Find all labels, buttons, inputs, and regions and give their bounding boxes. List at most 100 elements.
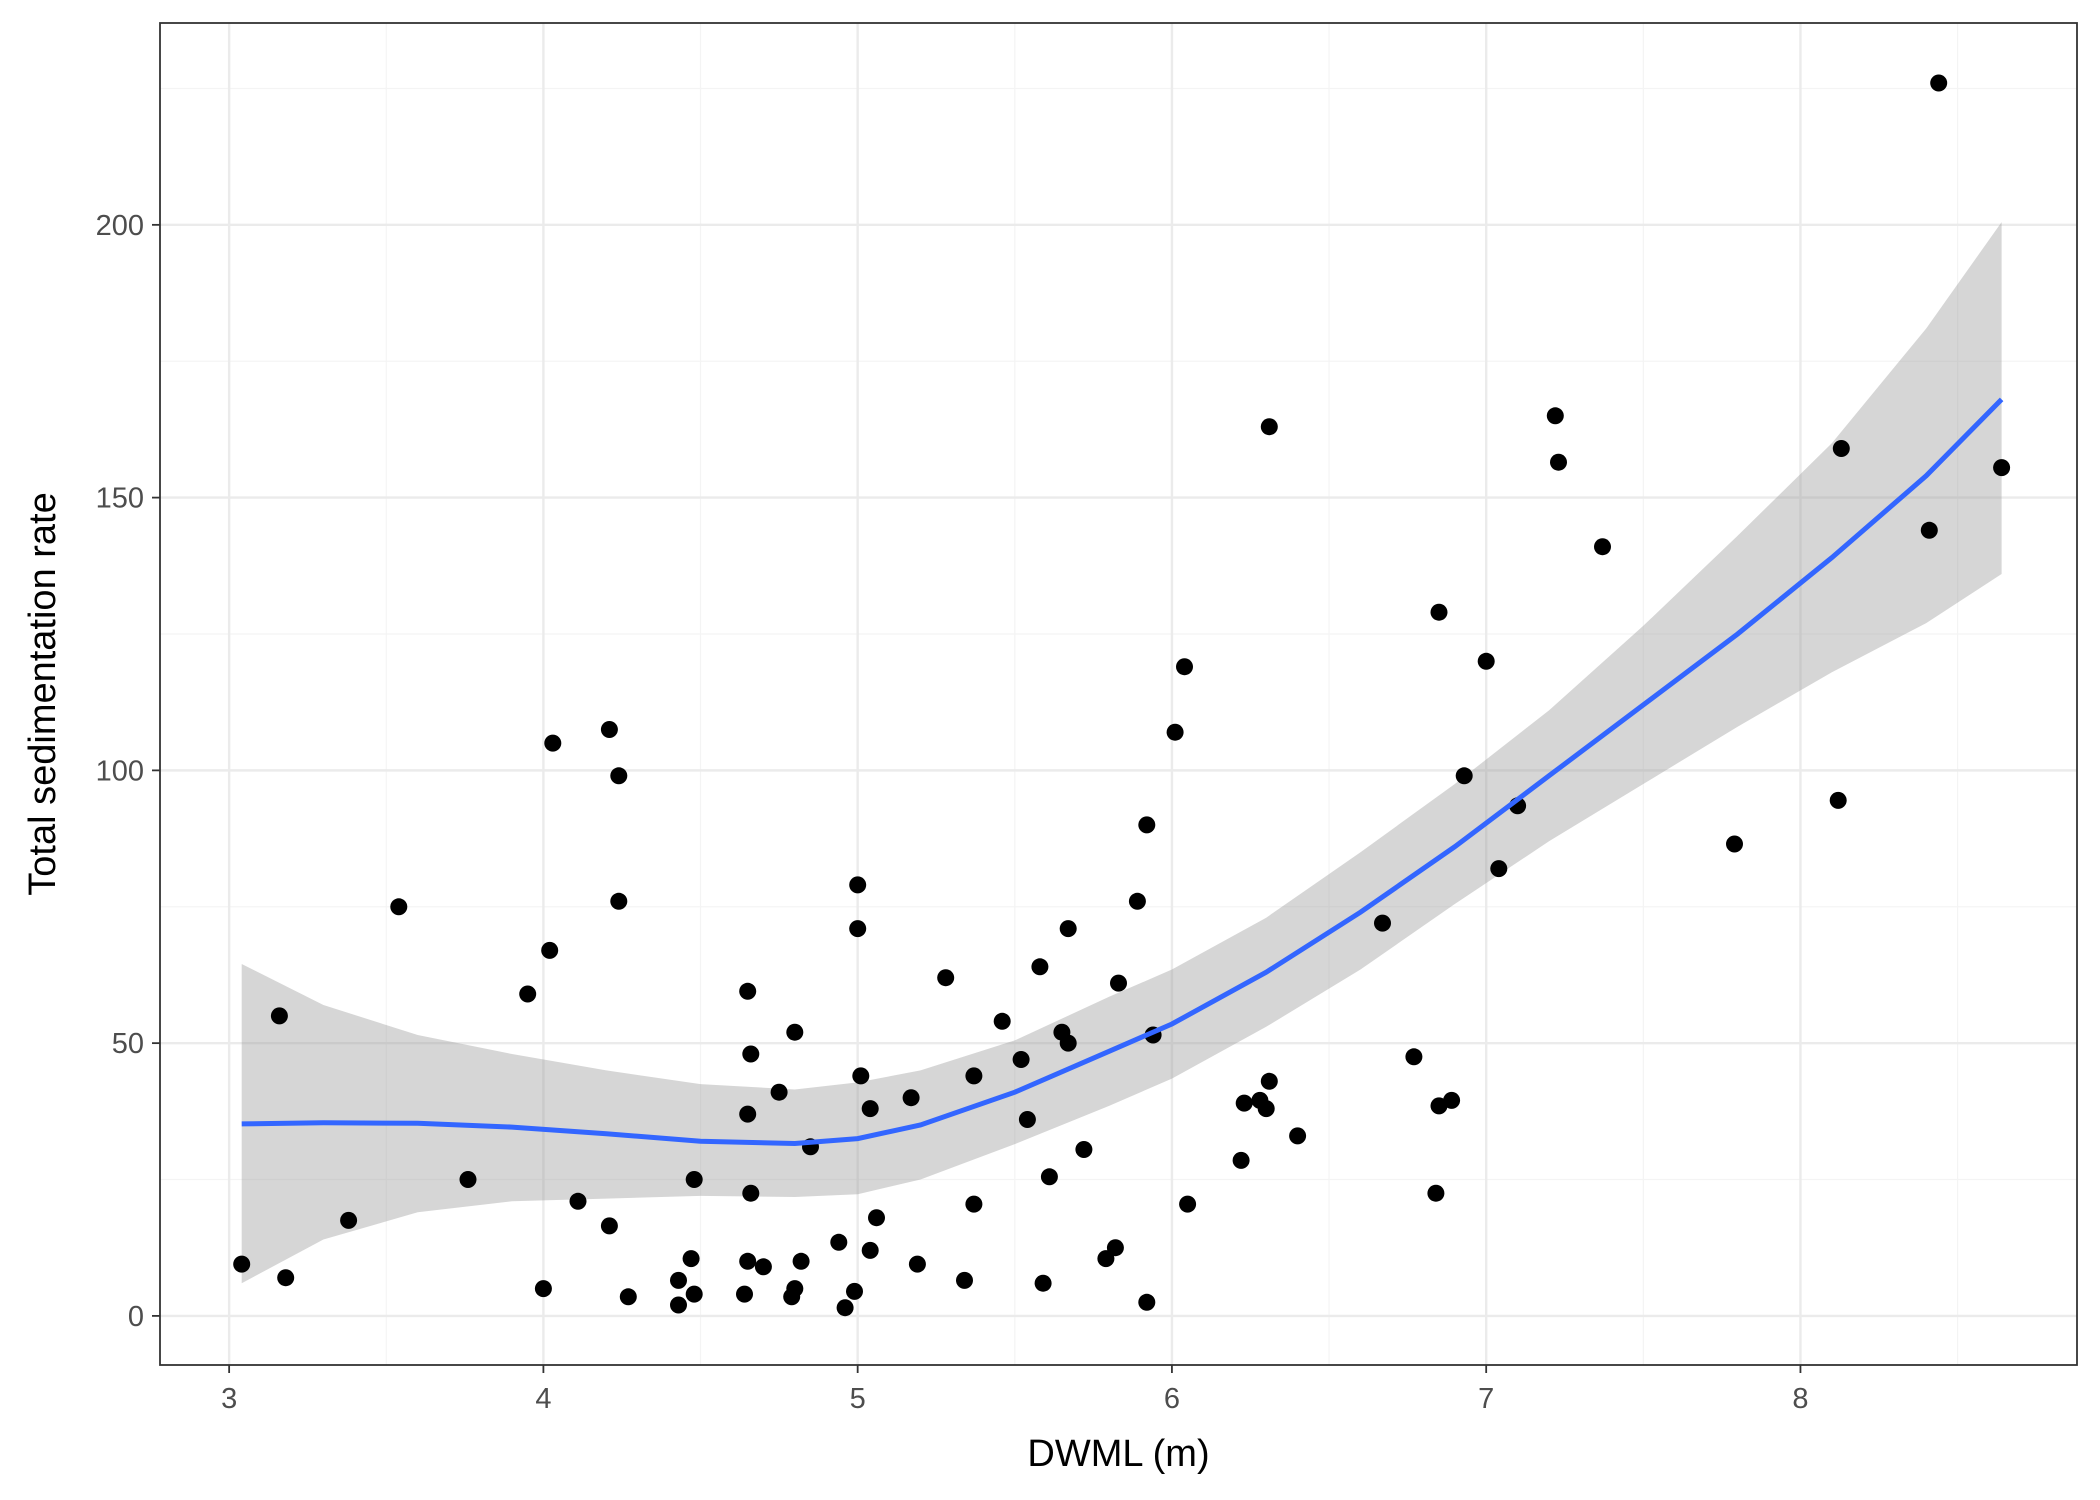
y-tick-label-0: 0 — [128, 1301, 144, 1333]
data-point-21 — [736, 1285, 753, 1303]
data-point-56 — [1059, 920, 1077, 938]
data-point-14 — [610, 892, 628, 910]
data-point-28 — [770, 1083, 788, 1101]
data-point-58 — [1075, 1141, 1093, 1158]
data-point-80 — [1430, 603, 1448, 621]
data-point-57 — [1059, 1034, 1077, 1052]
data-point-67 — [1176, 658, 1193, 676]
data-point-23 — [739, 1105, 757, 1123]
data-point-90 — [1829, 791, 1847, 809]
x-tick-label-1: 4 — [535, 1383, 551, 1415]
data-point-2 — [277, 1269, 295, 1287]
data-point-82 — [1455, 767, 1473, 785]
data-point-62 — [1128, 892, 1146, 910]
x-axis-title: DWML (m) — [1027, 1433, 1209, 1475]
data-point-61 — [1110, 974, 1127, 992]
y-axis-title: Total sedimentation rate — [22, 492, 64, 895]
data-point-13 — [610, 767, 628, 785]
data-point-0 — [233, 1255, 251, 1273]
data-point-81 — [1443, 1091, 1461, 1109]
data-point-89 — [1726, 835, 1743, 853]
data-point-30 — [786, 1280, 804, 1298]
data-point-49 — [993, 1012, 1011, 1030]
data-point-34 — [830, 1233, 848, 1251]
data-point-36 — [846, 1282, 863, 1300]
x-tick-label-4: 7 — [1478, 1383, 1494, 1415]
data-point-22 — [739, 982, 757, 1000]
data-point-38 — [849, 920, 867, 938]
data-point-16 — [670, 1296, 687, 1314]
data-point-46 — [956, 1271, 973, 1289]
data-point-92 — [1920, 521, 1938, 539]
panel-border — [159, 22, 2078, 1366]
data-point-42 — [868, 1209, 885, 1227]
data-point-53 — [1034, 1274, 1052, 1292]
data-point-52 — [1031, 958, 1049, 976]
data-point-9 — [544, 734, 562, 752]
data-point-18 — [682, 1250, 700, 1268]
data-point-7 — [534, 1280, 552, 1298]
data-point-76 — [1374, 914, 1391, 932]
data-point-31 — [786, 1023, 804, 1041]
data-point-10 — [569, 1192, 587, 1210]
data-points — [233, 74, 2011, 1317]
data-point-93 — [1930, 74, 1948, 92]
data-point-64 — [1138, 1293, 1156, 1311]
data-point-25 — [742, 1045, 760, 1063]
data-point-8 — [541, 941, 559, 959]
data-point-3 — [340, 1211, 358, 1229]
data-point-54 — [1040, 1168, 1058, 1186]
data-point-41 — [861, 1100, 879, 1118]
data-point-70 — [1235, 1094, 1253, 1112]
data-point-6 — [519, 985, 537, 1003]
data-point-91 — [1832, 440, 1850, 457]
data-point-63 — [1138, 816, 1156, 834]
x-axis: 3 4 5 6 7 8 — [221, 1365, 1809, 1415]
data-point-74 — [1260, 418, 1278, 436]
y-tick-label-1: 50 — [112, 1028, 144, 1060]
data-point-86 — [1546, 407, 1564, 425]
data-point-1 — [270, 1007, 288, 1025]
data-point-48 — [965, 1067, 983, 1085]
data-point-26 — [742, 1184, 760, 1202]
data-point-40 — [861, 1241, 879, 1259]
data-point-72 — [1257, 1100, 1275, 1118]
smooth-line — [241, 397, 2004, 1147]
y-tick-label-2: 100 — [96, 755, 144, 787]
grid-major — [160, 23, 2077, 1365]
x-tick-label-5: 8 — [1792, 1383, 1808, 1415]
data-point-75 — [1289, 1127, 1307, 1145]
y-axis: 0 50 100 150 200 — [96, 210, 160, 1333]
grid-minor — [160, 23, 2077, 1365]
x-tick-label-3: 6 — [1164, 1383, 1180, 1415]
data-point-60 — [1106, 1239, 1124, 1257]
data-point-69 — [1232, 1151, 1250, 1169]
data-point-77 — [1405, 1048, 1423, 1066]
data-point-88 — [1594, 538, 1611, 556]
data-point-43 — [902, 1089, 920, 1107]
data-point-37 — [849, 876, 867, 894]
data-point-19 — [685, 1285, 703, 1303]
data-point-11 — [600, 1217, 618, 1235]
data-point-27 — [754, 1258, 772, 1276]
data-point-32 — [792, 1252, 810, 1270]
data-point-15 — [619, 1288, 637, 1306]
data-point-39 — [852, 1067, 870, 1085]
data-point-73 — [1260, 1072, 1278, 1090]
data-point-94 — [1993, 459, 2011, 477]
data-point-35 — [836, 1299, 854, 1317]
data-point-83 — [1477, 652, 1495, 670]
data-point-45 — [937, 969, 955, 987]
data-point-44 — [908, 1255, 926, 1273]
confidence-band — [241, 222, 2002, 1284]
data-point-68 — [1179, 1195, 1197, 1213]
data-point-51 — [1018, 1111, 1036, 1128]
data-point-20 — [685, 1171, 703, 1188]
data-point-5 — [459, 1171, 477, 1188]
data-point-66 — [1166, 723, 1184, 741]
x-tick-label-0: 3 — [221, 1383, 237, 1415]
y-tick-label-3: 150 — [96, 483, 144, 515]
data-point-24 — [739, 1252, 757, 1270]
